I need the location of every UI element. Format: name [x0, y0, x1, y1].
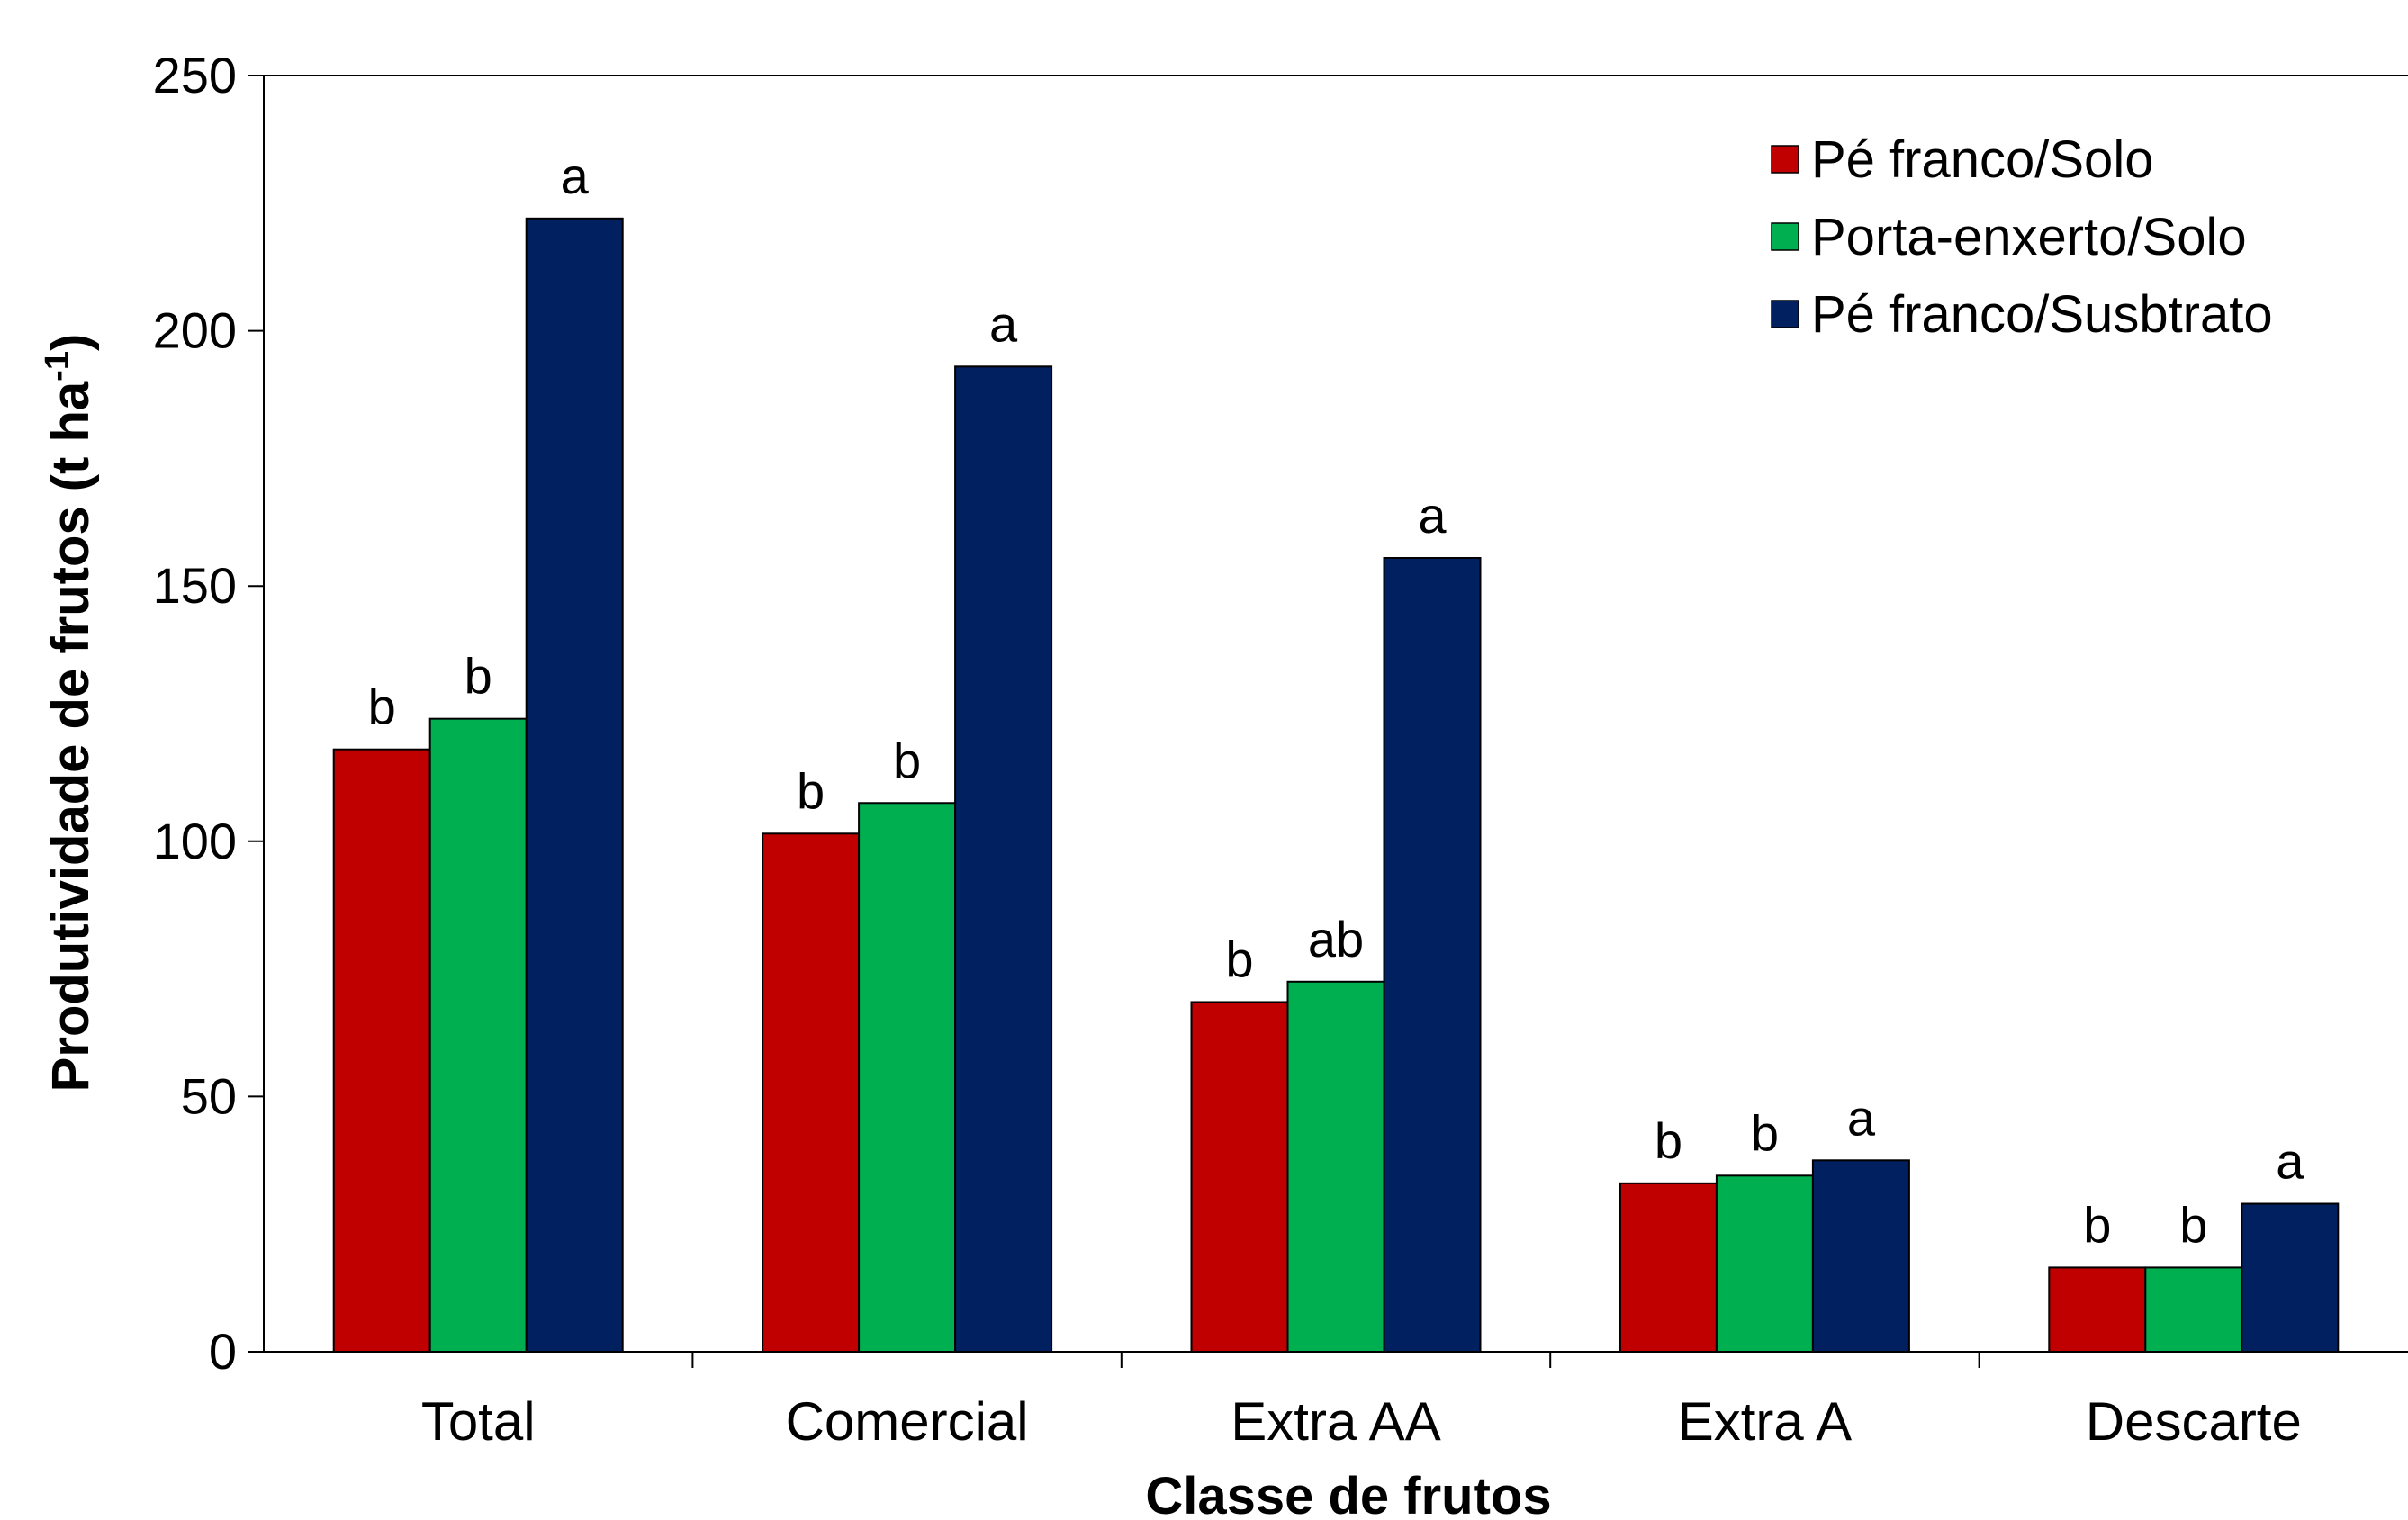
- bar: [525, 217, 624, 1353]
- data-label: a: [989, 295, 1018, 352]
- data-label: a: [2276, 1133, 2304, 1190]
- bar: [762, 832, 861, 1353]
- legend-label: Porta-enxerto/Solo: [1811, 208, 2247, 266]
- y-axis-title-main: Produtividade de frutos (t ha: [41, 381, 100, 1092]
- bar: [1190, 1001, 1289, 1354]
- data-label: a: [561, 148, 590, 204]
- bar: [2241, 1202, 2340, 1353]
- y-axis-title: Produtividade de frutos (t ha-1): [39, 334, 100, 1093]
- x-tick-label: Comercial: [786, 1391, 1029, 1452]
- y-tick-label: 100: [153, 813, 237, 869]
- data-label: b: [893, 732, 921, 788]
- data-label: b: [797, 762, 825, 819]
- bar: [954, 365, 1053, 1354]
- y-tick-label: 150: [153, 557, 237, 614]
- y-tick-label: 0: [209, 1323, 237, 1380]
- y-tick-label: 200: [153, 302, 237, 359]
- bar: [858, 802, 957, 1353]
- bar: [1286, 980, 1385, 1354]
- data-label: b: [2179, 1196, 2207, 1253]
- x-axis-title: Classe de frutos: [1145, 1467, 1551, 1520]
- bar: [1715, 1174, 1814, 1354]
- data-label: b: [2083, 1196, 2111, 1253]
- bar: [332, 748, 431, 1353]
- legend-swatch: [1771, 222, 1799, 251]
- data-label: a: [1418, 487, 1447, 544]
- data-label: a: [1847, 1089, 1876, 1146]
- y-tick-label: 50: [181, 1067, 237, 1124]
- x-tick-label: Extra A: [1678, 1391, 1852, 1452]
- data-label: ab: [1308, 911, 1364, 967]
- y-axis-title-superscript: -1: [39, 351, 77, 382]
- legend-label: Pé franco/Susbtrato: [1811, 285, 2273, 344]
- bar: [2144, 1266, 2243, 1353]
- data-label: b: [1655, 1112, 1682, 1169]
- legend-label: Pé franco/Solo: [1811, 130, 2153, 189]
- legend-swatch: [1771, 145, 1799, 174]
- y-axis-title-close: ): [41, 334, 100, 351]
- data-label: b: [368, 679, 396, 735]
- data-label: b: [1225, 931, 1253, 987]
- legend: Pé franco/Solo Porta-enxerto/Solo Pé franc…: [1771, 130, 2273, 344]
- bar: [2048, 1266, 2147, 1353]
- x-tick-label: Descarte: [2086, 1391, 2302, 1452]
- bar: [1811, 1159, 1910, 1354]
- bar: [428, 717, 528, 1353]
- data-label: b: [1751, 1104, 1779, 1161]
- x-tick-label: Extra AA: [1231, 1391, 1440, 1452]
- legend-swatch: [1771, 300, 1799, 328]
- bar: [1383, 557, 1482, 1353]
- bar: [1619, 1182, 1718, 1353]
- data-label: b: [464, 648, 492, 705]
- x-tick-label: Total: [421, 1391, 536, 1452]
- y-tick-label: 250: [153, 47, 237, 103]
